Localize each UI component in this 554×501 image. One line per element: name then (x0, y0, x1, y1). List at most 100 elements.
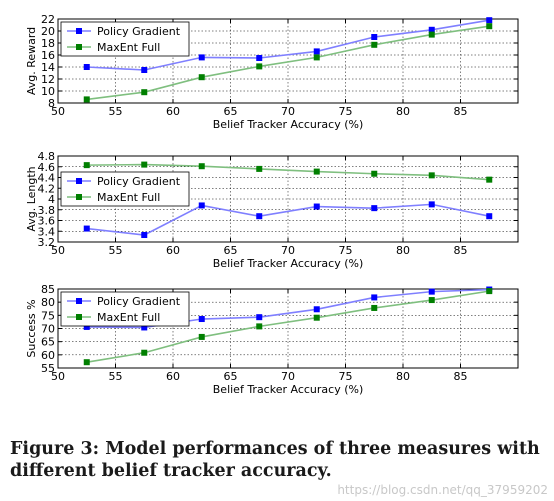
x-tick-label: 55 (109, 105, 123, 118)
legend-box (60, 21, 190, 57)
legend: Policy Gradient MaxEnt Full (60, 291, 190, 327)
data-point (428, 297, 435, 304)
data-point (198, 54, 205, 61)
x-tick-label: 85 (454, 370, 468, 383)
legend-marker (76, 44, 82, 50)
y-tick-label: 65 (41, 336, 55, 349)
data-point (141, 89, 148, 96)
x-tick-label: 85 (454, 244, 468, 257)
x-tick-label: 75 (339, 370, 353, 383)
data-point (256, 314, 263, 321)
legend: Policy Gradient MaxEnt Full (60, 171, 190, 207)
y-tick-label: 55 (41, 362, 55, 375)
data-point (313, 168, 320, 175)
data-point (256, 165, 263, 172)
x-tick-label: 60 (166, 244, 180, 257)
x-axis-label: Belief Tracker Accuracy (%) (213, 383, 364, 396)
y-tick-label: 4.2 (38, 182, 56, 195)
x-tick-label: 70 (281, 370, 295, 383)
x-tick-label: 50 (51, 244, 65, 257)
legend-marker (76, 28, 82, 34)
x-tick-label: 50 (51, 105, 65, 118)
y-tick-label: 18 (41, 37, 55, 50)
y-axis-label: Avg. Length (25, 166, 38, 231)
data-point (486, 23, 493, 30)
y-tick-label: 20 (41, 25, 55, 38)
legend-label: Policy Gradient (97, 25, 181, 38)
data-point (371, 304, 378, 311)
y-tick-label: 14 (41, 61, 55, 74)
data-point (141, 232, 148, 239)
y-tick-label: 4 (48, 193, 55, 206)
data-point (486, 176, 493, 183)
y-tick-label: 12 (41, 73, 55, 86)
series-line-2 (86, 163, 490, 181)
y-tick-label: 70 (41, 323, 55, 336)
data-point (198, 202, 205, 209)
data-point (198, 163, 205, 170)
x-tick-label: 55 (109, 244, 123, 257)
y-tick-label: 3.4 (38, 225, 56, 238)
data-point (256, 63, 263, 70)
data-point (83, 64, 90, 70)
x-tick-label: 85 (454, 105, 468, 118)
data-point (198, 316, 205, 323)
data-point (198, 74, 205, 81)
x-axis-label: Belief Tracker Accuracy (%) (213, 118, 364, 131)
x-tick-label: 70 (281, 105, 295, 118)
series-line-1 (86, 19, 490, 71)
chart-panel-2: 50 55 60 65 70 75 80 85 3.23.43.63.844.24.44.64.… (25, 150, 519, 270)
data-point (371, 41, 378, 48)
legend: Policy Gradient MaxEnt Full (60, 21, 190, 57)
legend-marker (76, 194, 82, 200)
data-point (428, 31, 435, 38)
legend-label: Policy Gradient (97, 295, 181, 308)
data-point (313, 54, 320, 61)
data-point (428, 172, 435, 179)
x-tick-label: 75 (339, 244, 353, 257)
y-tick-label: 3.2 (38, 236, 56, 249)
x-tick-label: 70 (281, 244, 295, 257)
data-point (428, 26, 435, 33)
legend-label: MaxEnt Full (97, 41, 160, 54)
y-tick-label: 22 (41, 13, 55, 26)
legend-label: MaxEnt Full (97, 311, 160, 324)
y-tick-label: 16 (41, 49, 55, 62)
data-point (256, 323, 263, 330)
y-tick-label: 4.8 (38, 150, 56, 163)
y-axis-label: Avg. Reward (25, 27, 38, 95)
data-point (371, 205, 378, 212)
y-tick-label: 80 (41, 296, 55, 309)
y-tick-label: 85 (41, 283, 55, 296)
data-point (141, 161, 148, 168)
data-point (198, 333, 205, 340)
data-point (141, 324, 148, 331)
y-tick-label: 75 (41, 309, 55, 322)
data-point (83, 225, 90, 232)
y-tick-label: 3.8 (38, 204, 56, 217)
data-point (371, 34, 378, 40)
x-tick-label: 65 (224, 370, 238, 383)
legend-marker (76, 298, 82, 304)
x-axis-label: Belief Tracker Accuracy (%) (213, 257, 364, 270)
figure-caption: Figure 3: Model performances of three me… (10, 439, 540, 481)
x-tick-label: 60 (166, 105, 180, 118)
x-tick-label: 75 (339, 105, 353, 118)
data-point (83, 162, 90, 169)
data-point (313, 48, 320, 55)
x-tick-label: 80 (396, 244, 410, 257)
watermark: https://blog.csdn.net/qq_37959202 (337, 483, 548, 497)
data-point (83, 323, 90, 330)
legend-label: Policy Gradient (97, 175, 181, 188)
data-point (256, 213, 263, 220)
data-point (486, 17, 493, 24)
data-point (486, 288, 493, 295)
data-point (371, 170, 378, 177)
data-point (83, 96, 90, 103)
x-tick-label: 50 (51, 370, 65, 383)
data-point (141, 349, 148, 356)
y-tick-label: 10 (41, 85, 55, 98)
series-line-2 (86, 290, 490, 363)
